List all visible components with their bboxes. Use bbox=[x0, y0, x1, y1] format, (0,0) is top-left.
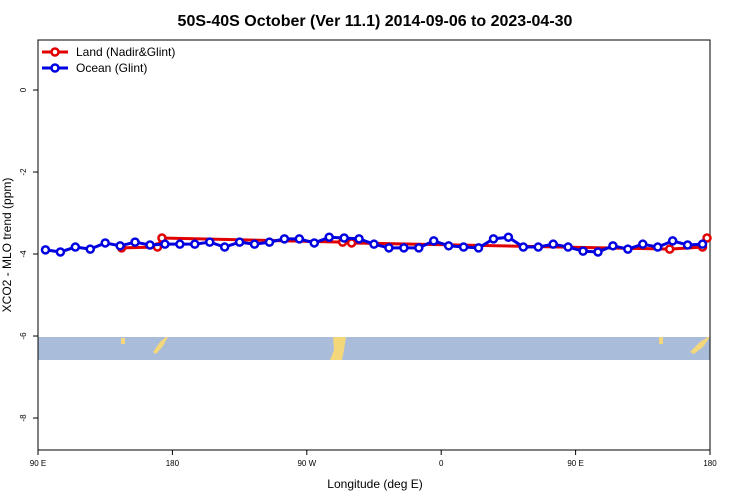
data-point bbox=[369, 239, 379, 249]
data-point bbox=[130, 237, 140, 247]
data-point bbox=[638, 239, 648, 249]
y-tick-label: -4 bbox=[19, 250, 28, 258]
data-point bbox=[40, 245, 51, 255]
data-point bbox=[190, 239, 200, 249]
data-point bbox=[473, 243, 484, 253]
data-point bbox=[414, 243, 424, 253]
data-point bbox=[428, 236, 439, 246]
data-point bbox=[309, 238, 320, 248]
y-tick-label: -2 bbox=[19, 168, 28, 176]
data-point bbox=[70, 242, 81, 252]
data-point bbox=[593, 247, 603, 257]
data-point bbox=[175, 239, 185, 249]
legend-marker bbox=[50, 63, 60, 73]
x-tick-label: 90 E bbox=[567, 459, 583, 468]
land-ocean-strip bbox=[38, 337, 710, 360]
data-point bbox=[443, 241, 454, 251]
data-point bbox=[667, 236, 678, 246]
y-tick-label: -8 bbox=[19, 414, 28, 422]
data-point bbox=[339, 233, 349, 243]
data-point bbox=[145, 240, 155, 250]
land-mask bbox=[121, 337, 710, 360]
data-point bbox=[234, 237, 245, 247]
chart-title: 50S-40S October (Ver 11.1) 2014-09-06 to… bbox=[178, 13, 573, 30]
x-tick-label: 180 bbox=[703, 459, 717, 468]
data-point bbox=[115, 241, 125, 251]
data-point bbox=[488, 234, 499, 244]
data-point bbox=[548, 239, 558, 249]
data-point bbox=[204, 237, 215, 247]
x-tick-label: 180 bbox=[166, 459, 180, 468]
data-point bbox=[702, 233, 712, 243]
data-point bbox=[346, 238, 357, 248]
data-point bbox=[160, 239, 170, 249]
data-point bbox=[354, 234, 364, 244]
data-point bbox=[503, 232, 514, 242]
data-point bbox=[294, 234, 305, 244]
data-point bbox=[458, 242, 469, 252]
data-point bbox=[279, 234, 290, 244]
data-point bbox=[533, 242, 544, 252]
data-point bbox=[608, 241, 618, 251]
y-axis-title: XCO2 - MLO trend (ppm) bbox=[0, 178, 14, 313]
data-point bbox=[249, 239, 260, 249]
data-point bbox=[384, 243, 394, 253]
data-point bbox=[563, 242, 573, 252]
data-point bbox=[682, 240, 693, 250]
data-point bbox=[264, 237, 275, 247]
data-point bbox=[664, 244, 675, 254]
x-tick-label: 90 E bbox=[30, 459, 46, 468]
x-axis-title: Longitude (deg E) bbox=[327, 477, 422, 491]
y-tick-label: 0 bbox=[19, 87, 28, 92]
y-tick-label: -6 bbox=[19, 332, 28, 340]
data-point bbox=[100, 238, 110, 248]
data-point bbox=[399, 243, 409, 253]
legend-label: Ocean (Glint) bbox=[76, 61, 147, 75]
legend-marker bbox=[50, 47, 60, 57]
x-tick-label: 0 bbox=[439, 459, 444, 468]
plot-frame bbox=[37, 39, 711, 451]
x-tick-label: 90 W bbox=[297, 459, 316, 468]
data-point bbox=[518, 242, 529, 252]
data-point bbox=[85, 244, 96, 254]
data-point bbox=[55, 247, 66, 257]
data-point bbox=[578, 246, 588, 256]
legend-label: Land (Nadir&Glint) bbox=[76, 45, 175, 59]
data-point bbox=[697, 239, 708, 249]
data-point bbox=[652, 242, 663, 252]
data-point bbox=[324, 232, 334, 242]
data-point bbox=[219, 242, 230, 252]
data-point bbox=[623, 244, 633, 254]
